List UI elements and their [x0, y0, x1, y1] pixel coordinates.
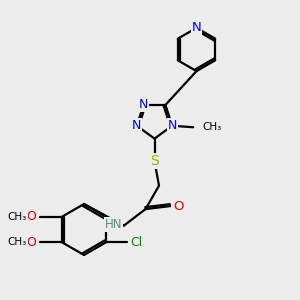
Text: N: N — [139, 98, 148, 112]
Text: N: N — [192, 21, 201, 34]
Text: CH₃: CH₃ — [8, 212, 27, 222]
Text: N: N — [132, 119, 142, 132]
Text: HN: HN — [105, 218, 122, 231]
Text: O: O — [26, 210, 36, 223]
Text: Cl: Cl — [131, 236, 143, 249]
Text: CH₃: CH₃ — [203, 122, 222, 132]
Text: S: S — [150, 154, 159, 168]
Text: O: O — [174, 200, 184, 213]
Text: N: N — [167, 119, 177, 132]
Text: O: O — [26, 236, 36, 249]
Text: CH₃: CH₃ — [8, 237, 27, 247]
